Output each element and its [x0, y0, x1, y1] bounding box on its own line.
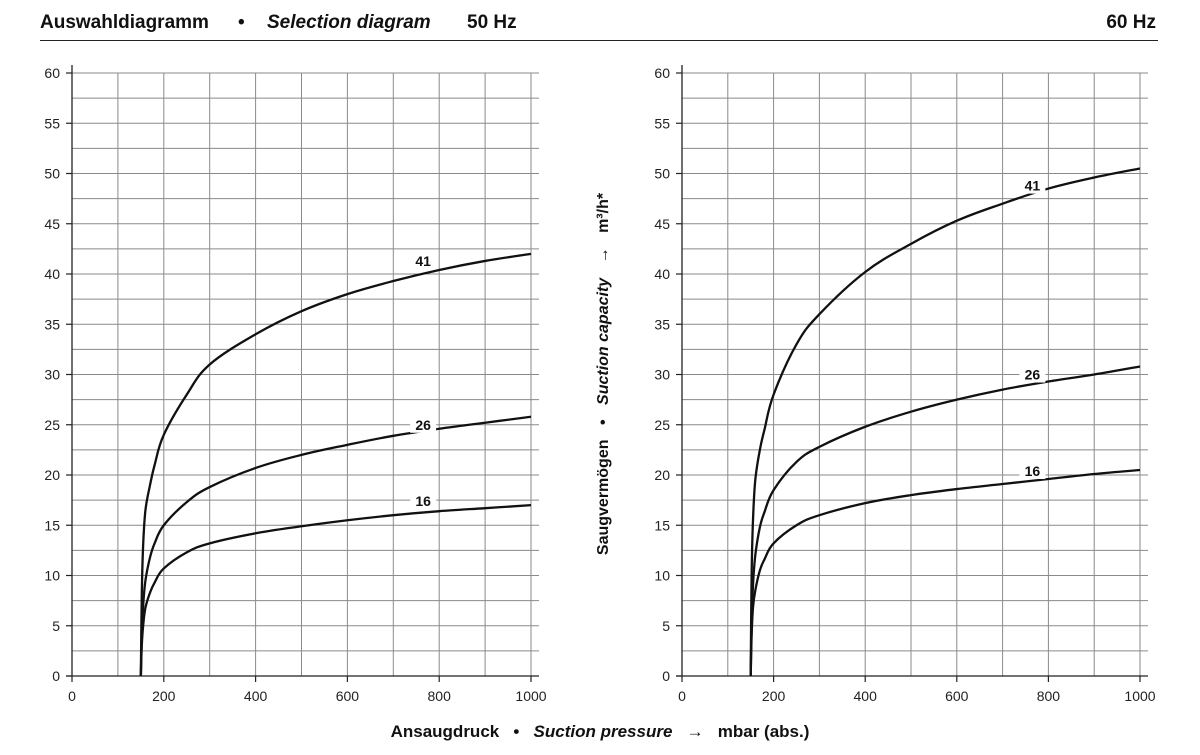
- y-axis-label: Saugvermögen • Suction capacity → m³/h*: [595, 192, 612, 555]
- series-label-background: [410, 492, 437, 510]
- x-tick-label: 0: [678, 688, 686, 704]
- y-axis-label-arrow: →: [595, 247, 612, 263]
- series-label-26: 26: [1025, 367, 1041, 383]
- x-tick-label: 1000: [1124, 688, 1155, 704]
- x-tick-label: 1000: [515, 688, 546, 704]
- y-axis-label-unit: m³/h*: [595, 192, 612, 233]
- y-axis-label-english: Suction capacity: [595, 277, 612, 405]
- y-tick-label: 60: [654, 65, 670, 81]
- y-tick-label: 25: [654, 417, 670, 433]
- y-tick-label: 5: [662, 618, 670, 634]
- x-tick-label: 800: [428, 688, 452, 704]
- series-label-background: [1019, 365, 1046, 383]
- y-tick-label: 30: [44, 367, 60, 383]
- y-tick-label: 50: [44, 166, 60, 182]
- x-tick-label: 600: [336, 688, 360, 704]
- x-axis-label-unit: mbar (abs.): [717, 722, 810, 741]
- frequency-50hz-label: 50 Hz: [467, 12, 517, 33]
- y-tick-label: 20: [654, 467, 670, 483]
- series-line-16: [139, 504, 532, 677]
- y-tick-label: 15: [44, 517, 60, 533]
- series-label-background: [410, 415, 437, 433]
- y-tick-label: 55: [654, 115, 670, 131]
- y-axis-label-german: Saugvermögen: [595, 439, 612, 555]
- series-label-41: 41: [1025, 178, 1041, 194]
- x-axis-label-separator: •: [513, 722, 520, 741]
- y-tick-label: 35: [654, 316, 670, 332]
- x-tick-label: 0: [68, 688, 76, 704]
- y-tick-label: 25: [44, 417, 60, 433]
- x-tick-label: 200: [762, 688, 786, 704]
- series-label-16: 16: [415, 493, 431, 509]
- x-tick-label: 600: [945, 688, 969, 704]
- y-tick-label: 40: [44, 266, 60, 282]
- y-tick-label: 45: [44, 216, 60, 232]
- y-axis-label-separator: •: [595, 419, 612, 425]
- y-tick-label: 0: [662, 668, 670, 684]
- x-axis-label-arrow: →: [686, 722, 704, 741]
- x-tick-label: 400: [854, 688, 878, 704]
- series-line-41: [139, 252, 532, 677]
- y-tick-label: 35: [44, 316, 60, 332]
- y-tick-label: 0: [52, 668, 60, 684]
- y-tick-label: 55: [44, 115, 60, 131]
- frequency-60hz-label: 60 Hz: [1106, 12, 1156, 33]
- y-tick-label: 10: [44, 568, 60, 584]
- x-tick-label: 800: [1037, 688, 1061, 704]
- y-tick-label: 20: [44, 467, 60, 483]
- series-label-background: [1019, 176, 1046, 194]
- series-label-background: [1019, 462, 1046, 480]
- series-label-41: 41: [415, 253, 431, 269]
- y-tick-label: 15: [654, 517, 670, 533]
- series-label-16: 16: [1025, 463, 1041, 479]
- title-separator: •: [238, 12, 245, 33]
- y-tick-label: 10: [654, 568, 670, 584]
- y-tick-label: 40: [654, 266, 670, 282]
- y-tick-label: 30: [654, 367, 670, 383]
- x-tick-label: 200: [152, 688, 176, 704]
- y-tick-label: 45: [654, 216, 670, 232]
- title-german: Auswahldiagramm: [40, 12, 209, 33]
- y-tick-label: 5: [52, 618, 60, 634]
- series-label-background: [410, 251, 437, 269]
- title-english: Selection diagram: [267, 12, 431, 33]
- y-tick-label: 50: [654, 166, 670, 182]
- chart-header: Auswahldiagramm • Selection diagram 50 H…: [40, 8, 1158, 41]
- y-tick-label: 60: [44, 65, 60, 81]
- series-line-16: [749, 468, 1141, 677]
- x-tick-label: 400: [244, 688, 268, 704]
- x-axis-label-english: Suction pressure: [533, 722, 673, 741]
- series-line-41: [749, 167, 1141, 677]
- series-label-26: 26: [415, 417, 431, 433]
- series-line-26: [749, 365, 1141, 677]
- x-axis-label: Ansaugdruck • Suction pressure → mbar (a…: [0, 722, 1200, 742]
- x-axis-label-german: Ansaugdruck: [390, 722, 500, 741]
